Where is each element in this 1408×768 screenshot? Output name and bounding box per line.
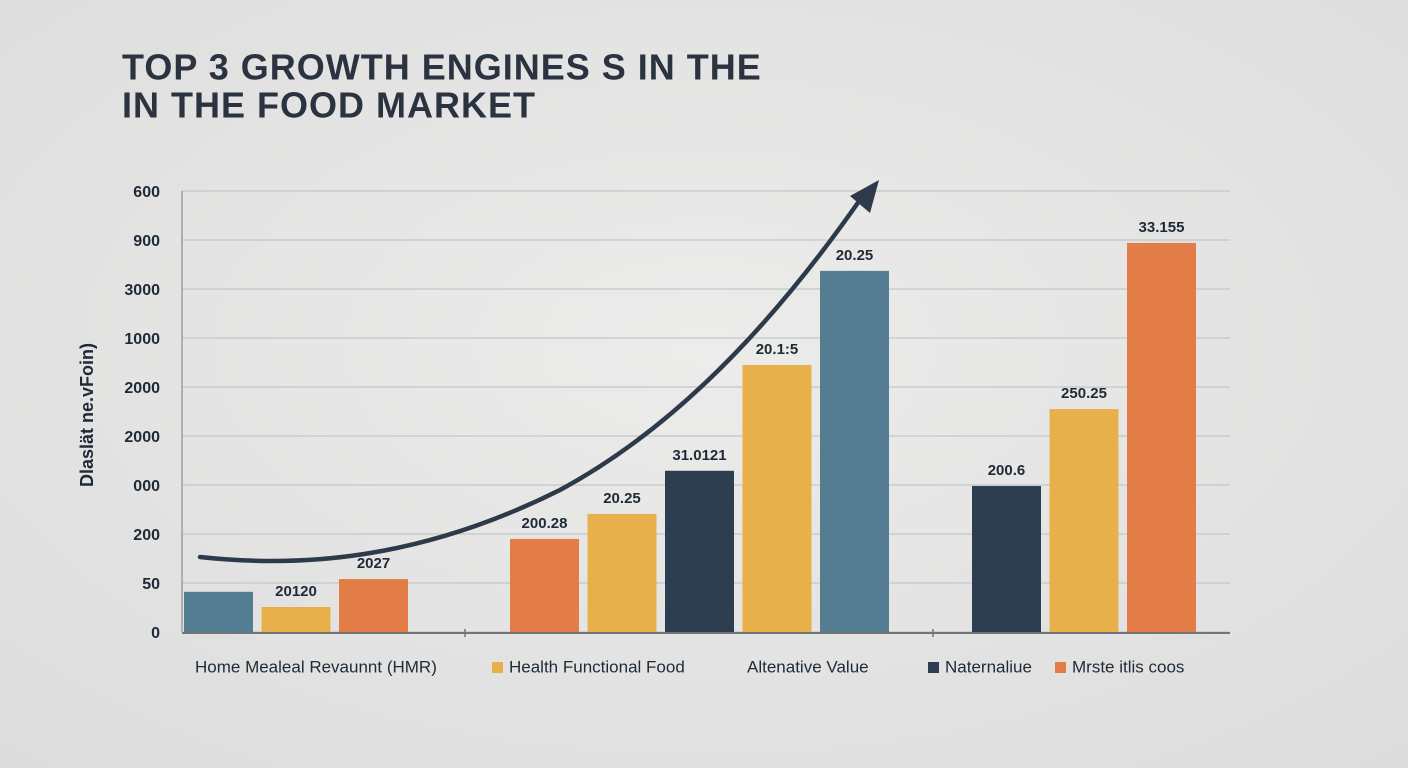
y-axis-label: Dlaslät ne.vFoin) [77, 343, 97, 487]
bar [742, 364, 812, 632]
y-tick-label: 1000 [124, 331, 160, 348]
value-label: 33.155 [1139, 219, 1185, 236]
bar [820, 270, 889, 632]
bar [261, 607, 331, 632]
value-label: 31.0121 [672, 447, 726, 464]
value-label: 250.25 [1061, 385, 1107, 402]
legend-swatch [492, 662, 503, 673]
value-label: 200.6 [988, 462, 1026, 479]
y-tick-label: 900 [133, 233, 160, 250]
grid: 0 50 200 000 2000 2000 1000 3000 900 600 [124, 184, 1230, 642]
y-tick-label: 50 [142, 576, 160, 593]
value-label: 20120 [275, 583, 317, 600]
legend-swatch [928, 662, 939, 673]
bar [972, 485, 1041, 632]
bar [665, 470, 734, 632]
legend: Home Mealeal Revaunnt (HMR) Health Functi… [195, 657, 1184, 676]
value-label: 20.25 [836, 247, 874, 264]
legend-label: Naternaliue [945, 657, 1032, 676]
y-tick-label: 0 [151, 625, 160, 642]
value-label: 200.28 [522, 515, 568, 532]
legend-label: Mrste itlis coos [1072, 657, 1184, 676]
bar [587, 513, 657, 632]
value-label: 20.25 [603, 490, 641, 507]
y-tick-label: 200 [133, 527, 160, 544]
y-tick-label: 600 [133, 184, 160, 201]
bar [1127, 242, 1196, 632]
legend-label: Home Mealeal Revaunnt (HMR) [195, 657, 437, 676]
value-label: 20.1:5 [756, 341, 799, 358]
y-tick-label: 000 [133, 478, 160, 495]
growth-arrow [197, 194, 865, 564]
chart-title: IN THE FOOD MARKET [122, 85, 536, 126]
bar [510, 538, 579, 632]
legend-label: Health Functional Food [509, 657, 685, 676]
y-tick-label: 2000 [124, 380, 160, 397]
chart-title: TOP 3 GROWTH ENGINES S IN THE [122, 47, 762, 88]
y-tick-label: 3000 [124, 282, 160, 299]
bar [339, 579, 408, 632]
legend-label: Altenative Value [747, 657, 869, 676]
y-tick-label: 2000 [124, 429, 160, 446]
bar [184, 591, 253, 632]
value-label: 2027 [357, 555, 390, 572]
arrow-head [850, 180, 879, 213]
bars: 20120 2027 200.28 20.25 31.0121 20.1:5 20.25 20… [184, 219, 1196, 632]
legend-swatch [1055, 662, 1066, 673]
bar [1049, 409, 1119, 632]
